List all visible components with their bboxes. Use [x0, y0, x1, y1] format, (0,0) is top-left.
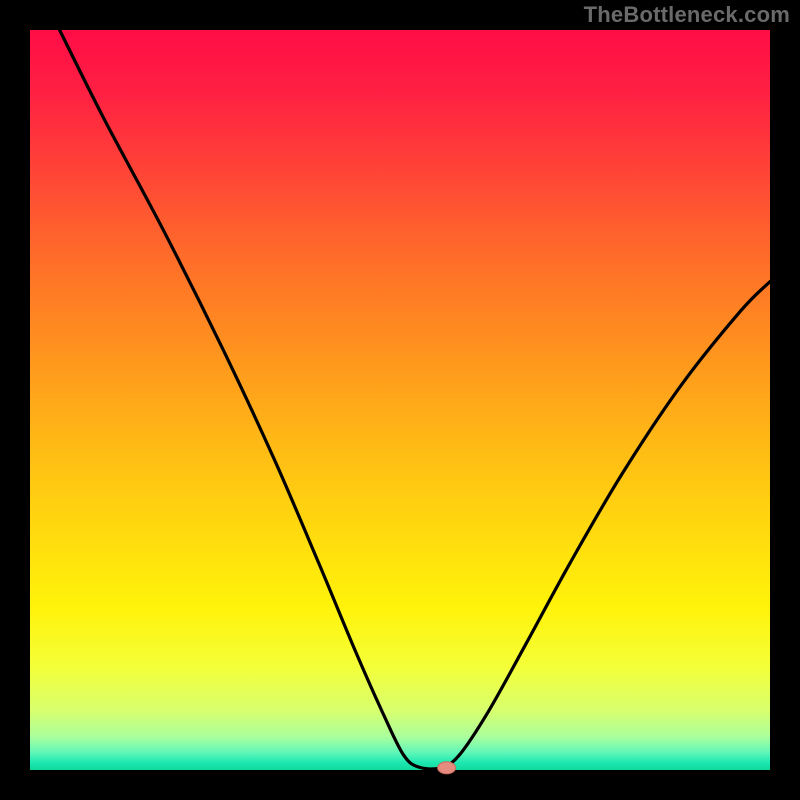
plot-background [30, 30, 770, 770]
bottleneck-chart [0, 0, 800, 800]
chart-frame: TheBottleneck.com [0, 0, 800, 800]
watermark-text: TheBottleneck.com [584, 2, 790, 28]
optimal-point-marker [438, 762, 456, 774]
